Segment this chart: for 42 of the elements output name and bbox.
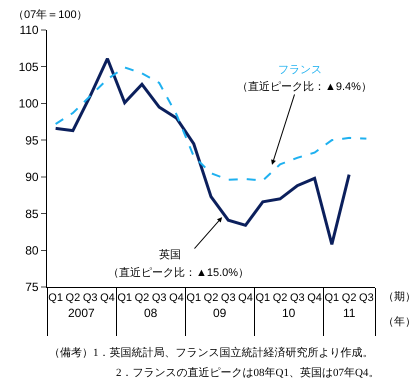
x-tick-label: Q3 (220, 292, 236, 304)
annotation: （直近ピーク比：▲15.0%） (108, 266, 250, 279)
y-tick-label: 105 (18, 60, 39, 74)
x-tick-label: Q3 (290, 292, 305, 304)
text: （期） (383, 291, 413, 303)
x-tick-label: Q1 (48, 292, 63, 304)
y-tick-label: 100 (18, 96, 39, 111)
y-tick-label: 95 (25, 133, 39, 148)
text: （年） (383, 316, 413, 328)
y-tick-label: 80 (25, 243, 39, 258)
text: （07年＝100） (13, 9, 88, 21)
y-tick-label: 75 (25, 280, 39, 294)
x-tick-label: Q2 (272, 292, 288, 304)
x-tick-label: Q3 (82, 292, 98, 304)
x-tick-label: Q2 (342, 292, 356, 304)
x-tick-label: Q4 (169, 292, 184, 304)
x-tick-label: Q1 (324, 292, 340, 304)
x-tick-label: Q2 (134, 292, 150, 304)
annotation: （直近ピーク比：▲9.4%） (237, 80, 372, 93)
x-tick-label: Q4 (100, 292, 115, 304)
y-tick-label: 90 (25, 170, 39, 184)
text: 英国 (159, 248, 181, 261)
x-tick-label: Q1 (186, 292, 202, 304)
x-tick-label: Q1 (255, 292, 270, 304)
x-tick-label: Q2 (66, 292, 80, 304)
x-tick-label: Q4 (238, 292, 253, 304)
x-tick-label: Q4 (307, 292, 322, 304)
x-tick-label: Q2 (204, 292, 218, 304)
x-tick-label: Q3 (359, 292, 374, 304)
text: 2．フランスの直近ピークは08年Q1、英国は07年Q4。 (116, 366, 380, 379)
x-tick-label: Q3 (152, 292, 167, 304)
y-tick-label: 110 (19, 23, 39, 38)
text: 08 (144, 306, 158, 320)
y-tick-label: 85 (25, 206, 39, 221)
text: 2007 (68, 306, 96, 320)
x-tick-label: Q1 (117, 292, 132, 304)
line-series (54, 66, 368, 182)
text: 10 (282, 306, 296, 320)
text: （備考）1．英国統計局、フランス国立統計経済研究所より作成。 (49, 346, 374, 359)
text: 11 (343, 306, 356, 320)
text: フランス (278, 64, 322, 76)
text: 09 (213, 306, 227, 320)
